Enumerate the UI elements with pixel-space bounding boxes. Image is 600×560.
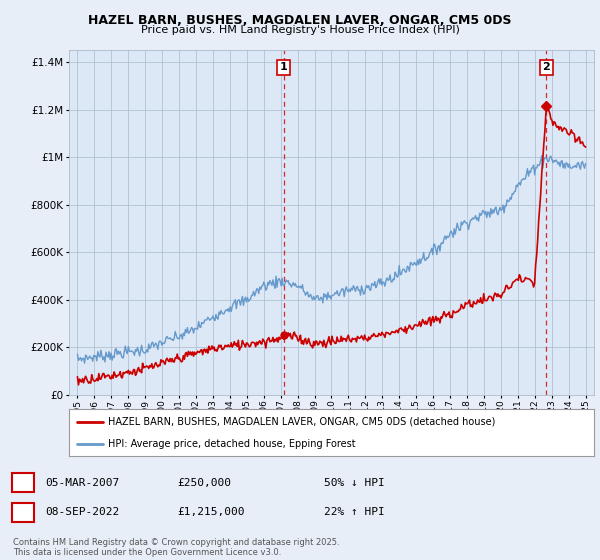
- Text: £250,000: £250,000: [177, 478, 231, 488]
- Text: 08-SEP-2022: 08-SEP-2022: [45, 507, 119, 517]
- Text: HPI: Average price, detached house, Epping Forest: HPI: Average price, detached house, Eppi…: [109, 438, 356, 449]
- Text: Price paid vs. HM Land Registry's House Price Index (HPI): Price paid vs. HM Land Registry's House …: [140, 25, 460, 35]
- Text: 05-MAR-2007: 05-MAR-2007: [45, 478, 119, 488]
- Text: 2: 2: [542, 63, 550, 72]
- Text: 2: 2: [19, 507, 26, 517]
- Text: 1: 1: [19, 478, 26, 488]
- Text: Contains HM Land Registry data © Crown copyright and database right 2025.
This d: Contains HM Land Registry data © Crown c…: [13, 538, 340, 557]
- Text: 1: 1: [280, 63, 287, 72]
- Text: 50% ↓ HPI: 50% ↓ HPI: [324, 478, 385, 488]
- Text: £1,215,000: £1,215,000: [177, 507, 245, 517]
- Text: 22% ↑ HPI: 22% ↑ HPI: [324, 507, 385, 517]
- Text: HAZEL BARN, BUSHES, MAGDALEN LAVER, ONGAR, CM5 0DS: HAZEL BARN, BUSHES, MAGDALEN LAVER, ONGA…: [88, 14, 512, 27]
- Text: HAZEL BARN, BUSHES, MAGDALEN LAVER, ONGAR, CM5 0DS (detached house): HAZEL BARN, BUSHES, MAGDALEN LAVER, ONGA…: [109, 417, 496, 427]
